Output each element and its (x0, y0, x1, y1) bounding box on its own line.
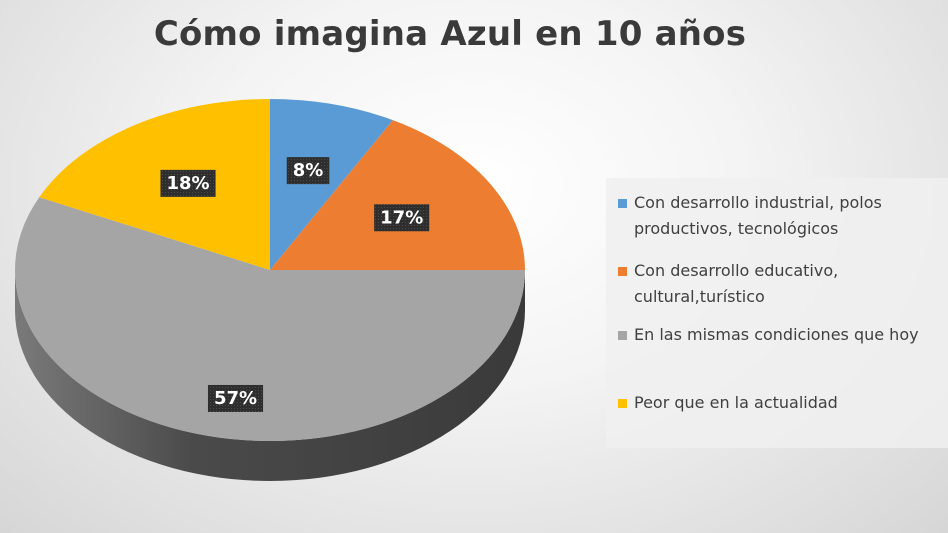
slice-peor (39, 99, 270, 270)
legend-item-peor: Peor que en la actualidad (618, 390, 943, 416)
label-educativo-box: 17% (374, 204, 430, 232)
legend-label-educativo: Con desarrollo educativo, cultural,turís… (634, 261, 839, 306)
legend-item-mismas-condiciones: En las mismas condiciones que hoy (618, 322, 943, 348)
legend-label-industrial: Con desarrollo industrial, polos product… (634, 193, 882, 238)
label-mismas-condiciones-box: 57% (207, 384, 264, 412)
slice-educativo (270, 120, 525, 271)
label-educativo: 17% (380, 207, 423, 228)
label-mismas-condiciones: 57% (214, 388, 257, 409)
pie-depth-side (15, 270, 525, 481)
legend-swatch-industrial (618, 199, 627, 208)
label-industrial: 8% (293, 160, 324, 181)
legend-label-mismas-condiciones: En las mismas condiciones que hoy (634, 325, 919, 344)
legend-swatch-educativo (618, 267, 627, 276)
label-peor-box: 18% (160, 169, 216, 197)
slice-industrial (270, 99, 393, 270)
legend-swatch-mismas-condiciones (618, 331, 627, 340)
label-industrial-box: 8% (286, 157, 330, 185)
legend-label-peor: Peor que en la actualidad (634, 393, 838, 412)
slice-mismas-condiciones (14, 197, 525, 442)
legend-item-educativo: Con desarrollo educativo, cultural,turís… (618, 258, 943, 310)
label-peor: 18% (166, 173, 209, 194)
legend-swatch-peor (618, 399, 627, 408)
chart-legend: Con desarrollo industrial, polos product… (606, 178, 948, 448)
chart-title: Cómo imagina Azul en 10 años (153, 14, 747, 54)
legend-item-industrial: Con desarrollo industrial, polos product… (618, 190, 943, 242)
